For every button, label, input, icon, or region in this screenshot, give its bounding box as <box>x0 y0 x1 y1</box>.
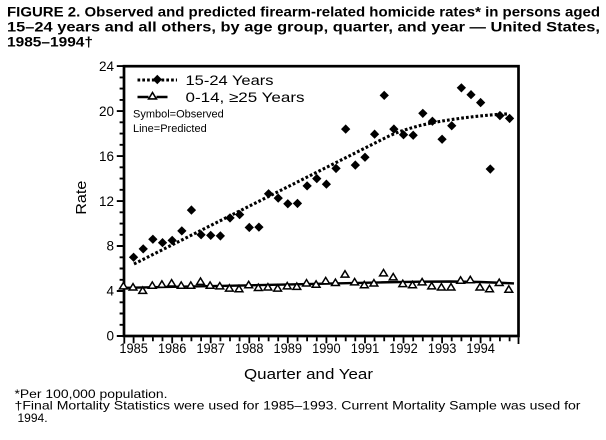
svg-text:Symbol=Observed: Symbol=Observed <box>133 109 224 121</box>
svg-text:1993: 1993 <box>428 341 457 356</box>
svg-text:FIGURE 2. Observed and predict: FIGURE 2. Observed and predicted firearm… <box>7 4 600 20</box>
svg-text:0-14, ≥25 Years: 0-14, ≥25 Years <box>186 89 305 105</box>
svg-text:Quarter and Year: Quarter and Year <box>244 367 373 383</box>
svg-text:*Per 100,000 population.: *Per 100,000 population. <box>15 387 168 401</box>
svg-text:0: 0 <box>106 329 114 344</box>
svg-text:Rate: Rate <box>74 181 90 215</box>
svg-text:4: 4 <box>106 284 114 299</box>
svg-text:15-24 Years: 15-24 Years <box>186 72 274 88</box>
svg-text:1986: 1986 <box>158 341 187 356</box>
svg-text:1994.: 1994. <box>18 411 48 425</box>
svg-text:1991: 1991 <box>351 341 380 356</box>
svg-text:1989: 1989 <box>274 341 303 356</box>
svg-text:1985–1994†: 1985–1994† <box>7 34 93 50</box>
svg-text:12: 12 <box>99 194 114 209</box>
svg-text:1985: 1985 <box>119 341 148 356</box>
svg-text:24: 24 <box>99 59 115 74</box>
svg-text:1988: 1988 <box>235 341 264 356</box>
svg-text:8: 8 <box>106 239 114 254</box>
svg-text:†Final Mortality Statistics we: †Final Mortality Statistics were used fo… <box>15 399 581 413</box>
svg-text:Line=Predicted: Line=Predicted <box>133 123 207 135</box>
svg-text:1992: 1992 <box>389 341 418 356</box>
svg-text:20: 20 <box>99 104 114 119</box>
svg-text:15–24 years and all others, by: 15–24 years and all others, by age group… <box>7 19 600 35</box>
svg-text:1990: 1990 <box>312 341 341 356</box>
svg-text:1994: 1994 <box>466 341 495 356</box>
svg-text:16: 16 <box>99 149 114 164</box>
svg-text:1987: 1987 <box>196 341 225 356</box>
